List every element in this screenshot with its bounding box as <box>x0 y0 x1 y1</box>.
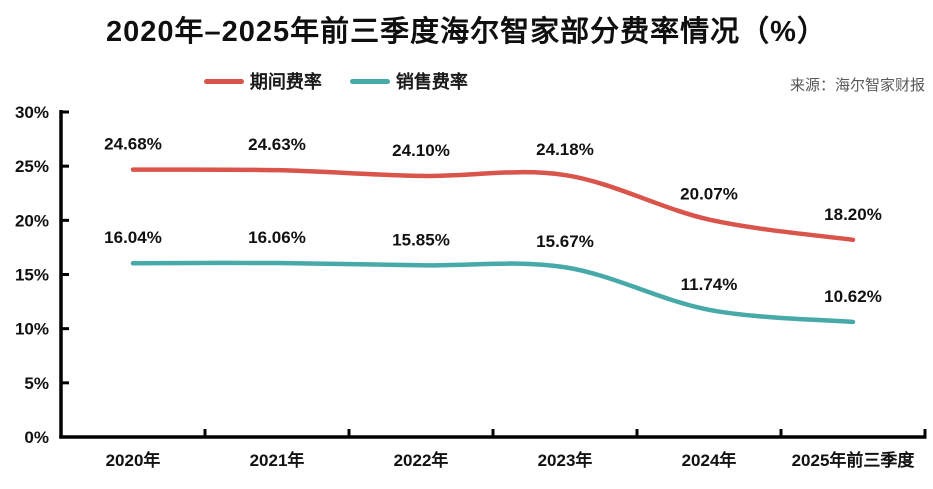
source-note: 来源：海尔智家财报 <box>789 77 925 94</box>
data-label: 11.74% <box>681 275 738 294</box>
legend-item-sales-expense: 销售费率 <box>349 68 468 94</box>
x-tick-label: 2022年 <box>394 450 449 470</box>
data-label: 24.18% <box>536 140 594 159</box>
y-tick-label: 5% <box>24 374 49 393</box>
y-tick-label: 25% <box>15 157 49 176</box>
legend-label: 期间费率 <box>249 72 322 92</box>
x-tick-label: 2025年前三季度 <box>792 450 916 470</box>
data-label: 10.62% <box>824 287 882 306</box>
legend-swatch-teal-line-icon <box>349 78 390 84</box>
data-label: 15.85% <box>392 230 450 249</box>
data-label: 16.04% <box>104 228 162 247</box>
x-tick-label: 2020年 <box>106 450 161 470</box>
x-tick-label: 2023年 <box>538 450 593 470</box>
data-label: 15.67% <box>536 232 594 251</box>
x-tick-label: 2021年 <box>250 450 305 470</box>
y-tick-label: 15% <box>15 266 49 285</box>
chart-title: 2020年–2025年前三季度海尔智家部分费率情况（%） <box>106 16 827 48</box>
legend-swatch-red-line-icon <box>203 78 244 84</box>
legend-label: 销售费率 <box>395 72 468 92</box>
data-label: 24.63% <box>248 135 306 154</box>
series-line-sales-expense <box>130 260 856 325</box>
data-label: 16.06% <box>248 228 306 247</box>
data-label: 24.10% <box>392 141 450 160</box>
legend-item-period-expense: 期间费率 <box>203 68 322 94</box>
line-chart: 0% 5% 10% 15% 20% 25% 30% 2020年 2021年 2022年 2023年 2… <box>15 103 927 470</box>
y-tick-label: 0% <box>24 428 49 447</box>
data-label: 18.20% <box>824 205 882 224</box>
data-label: 24.68% <box>104 135 162 154</box>
data-label: 20.07% <box>680 185 738 204</box>
x-tick-label: 2024年 <box>682 450 737 470</box>
y-tick-label: 10% <box>15 320 49 339</box>
y-tick-label: 30% <box>15 103 49 122</box>
chart-legend: 期间费率 销售费率 <box>0 68 672 94</box>
series-line-period-expense <box>130 167 856 243</box>
y-tick-label: 20% <box>15 211 49 230</box>
